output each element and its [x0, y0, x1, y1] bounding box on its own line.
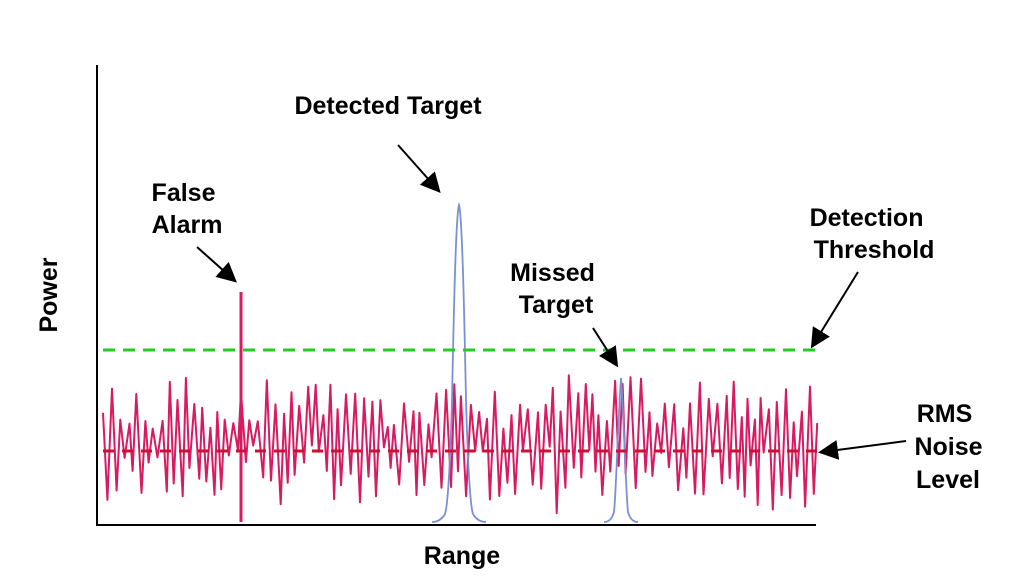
- rms-noise-level-label: RMS Noise Level: [914, 400, 989, 494]
- missed-target-label-line2: Target: [519, 291, 594, 319]
- missed-target-label: Missed Target: [510, 259, 602, 319]
- false-alarm-label-line2: Alarm: [152, 211, 223, 239]
- false-alarm-label-line1: False: [152, 179, 216, 207]
- rms-noise-level-label-line1: RMS: [917, 400, 973, 428]
- detected-target-label: Detected Target: [294, 92, 482, 120]
- detected-target-pulse: [431, 201, 487, 523]
- false-alarm-arrow: [196, 246, 237, 283]
- y-axis-label: Power: [35, 257, 63, 332]
- detected-target-arrow: [397, 144, 441, 193]
- rms-noise-level-label-line3: Level: [916, 466, 980, 494]
- x-axis-label: Range: [424, 542, 501, 570]
- detection-threshold-arrow: [810, 271, 859, 349]
- false-alarm-label: False Alarm: [152, 179, 223, 239]
- missed-target-arrow: [592, 327, 619, 368]
- noise-signal-trace: [102, 374, 819, 515]
- missed-target-label-line1: Missed: [510, 259, 595, 287]
- missed-target-pulse: [603, 377, 639, 523]
- detection-threshold-label: Detection Threshold: [810, 204, 935, 264]
- detection-threshold-label-line1: Detection: [810, 204, 924, 232]
- rms-noise-level-label-line2: Noise: [914, 433, 982, 461]
- detection-threshold-label-line2: Threshold: [814, 236, 935, 264]
- rms-noise-level-arrow: [818, 440, 907, 460]
